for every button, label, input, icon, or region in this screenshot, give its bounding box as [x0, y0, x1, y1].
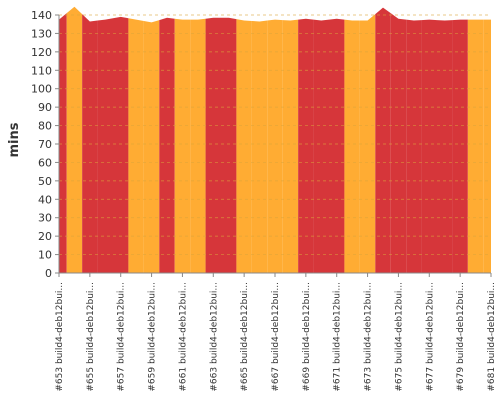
x-tick-label-681: #681 build4-deb12bui... [487, 282, 497, 392]
x-tick-label-659: #659 build4-deb12bui... [148, 282, 158, 392]
build-band-668 [282, 19, 299, 273]
x-tick-labels: #653 build4-deb12bui... #655 build4-deb12… [55, 273, 497, 392]
y-tick-label-100: 100 [31, 83, 52, 96]
build-band-660 [159, 17, 175, 274]
x-tick-label-663: #663 build4-deb12bui... [209, 282, 219, 392]
x-tick-label-653: #653 build4-deb12bui... [55, 282, 65, 392]
build-band-656 [97, 18, 113, 273]
build-band-679 [452, 19, 468, 273]
y-tick-label-40: 40 [38, 193, 52, 206]
y-tick-label-20: 20 [38, 230, 52, 243]
x-tick-label-669: #669 build4-deb12bui... [302, 282, 312, 392]
y-tick-label-130: 130 [31, 27, 52, 40]
x-tick-label-679: #679 build4-deb12bui... [456, 282, 466, 392]
build-band-674 [375, 7, 391, 273]
build-band-681 [483, 19, 491, 273]
gridlines [59, 14, 491, 255]
build-band-654 [66, 6, 83, 274]
build-band-664 [221, 17, 237, 274]
y-tick-labels: 0 10 20 30 40 50 60 70 80 90 100 110 120 130 140 [31, 9, 59, 280]
build-band-653 [59, 13, 67, 273]
build-band-666 [251, 20, 268, 274]
build-band-670 [313, 19, 329, 273]
build-band-665 [236, 19, 252, 274]
y-axis-label: mins [7, 122, 22, 157]
build-band-672 [344, 19, 360, 273]
y-tick-label-90: 90 [38, 101, 52, 114]
build-band-663 [205, 17, 221, 274]
build-band-671 [329, 18, 345, 273]
y-tick-label-110: 110 [31, 64, 52, 77]
x-tick-label-673: #673 build4-deb12bui... [364, 282, 374, 392]
y-tick-label-140: 140 [31, 9, 52, 22]
build-band-680 [467, 19, 484, 273]
x-tick-label-657: #657 build4-deb12bui... [117, 282, 127, 392]
build-band-667 [267, 19, 283, 273]
build-band-658 [128, 18, 144, 273]
build-band-677 [421, 19, 437, 273]
build-band-655 [82, 14, 98, 274]
y-tick-label-120: 120 [31, 46, 52, 59]
build-band-657 [113, 16, 129, 274]
x-tick-label-671: #671 build4-deb12bui... [333, 282, 343, 392]
y-tick-label-80: 80 [38, 120, 52, 133]
build-band-669 [298, 18, 314, 273]
build-band-661 [174, 18, 191, 273]
y-tick-label-10: 10 [38, 249, 52, 262]
build-band-676 [406, 19, 422, 273]
x-tick-label-661: #661 build4-deb12bui... [178, 282, 188, 392]
x-tick-label-667: #667 build4-deb12bui... [271, 282, 281, 392]
build-band-673 [359, 14, 376, 274]
build-band-662 [190, 18, 206, 273]
y-tick-label-0: 0 [45, 267, 52, 280]
y-tick-label-70: 70 [38, 138, 52, 151]
y-tick-label-50: 50 [38, 175, 52, 188]
y-tick-label-60: 60 [38, 156, 52, 169]
x-tick-label-675: #675 build4-deb12bui... [394, 282, 404, 392]
x-tick-label-655: #655 build4-deb12bui... [86, 282, 96, 392]
x-tick-label-677: #677 build4-deb12bui... [425, 282, 435, 392]
build-band-675 [390, 13, 407, 273]
build-bands [59, 6, 491, 274]
build-band-678 [437, 20, 453, 273]
x-tick-label-665: #665 build4-deb12bui... [240, 282, 250, 392]
build-band-659 [143, 20, 160, 273]
y-tick-label-30: 30 [38, 212, 52, 225]
